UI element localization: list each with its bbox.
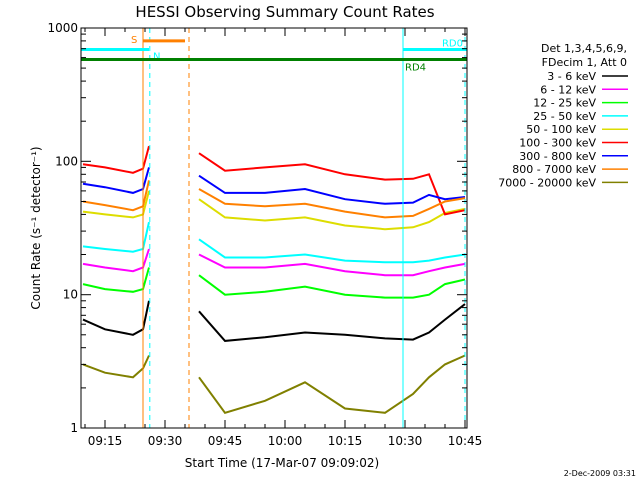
legend-label-9: 7000 - 20000 keV	[498, 176, 596, 189]
series-line-6-b	[198, 152, 466, 216]
y-tick-label-2: 10	[63, 288, 78, 302]
x-tick-label-1: 09:15	[88, 434, 123, 448]
x-tick-label-6: 10:30	[388, 434, 423, 448]
legend-label-5: 50 - 100 keV	[526, 123, 596, 136]
x-axis-ticks: 09:15 09:30 09:45 10:00 10:15 10:30 10:45	[84, 28, 483, 448]
legend-label-1: 3 - 6 keV	[547, 70, 596, 83]
y-axis-ticks: 1 10 100 1000	[47, 21, 467, 435]
y-tick-label-4: 1000	[47, 21, 78, 35]
series-line-4-a	[82, 221, 150, 253]
series-line-8-b	[198, 188, 466, 219]
x-tick-label-7: 10:45	[448, 434, 483, 448]
series-line-6-a	[82, 145, 150, 174]
x-tick-label-3: 09:45	[208, 434, 243, 448]
series-line-7-b	[198, 174, 466, 205]
legend-header-2: FDecim 1, Att 0	[542, 56, 627, 69]
flag-label-rd0: RD0	[442, 39, 463, 50]
legend-label-4: 25 - 50 keV	[533, 110, 596, 123]
series-line-2-a	[82, 248, 150, 273]
series-line-8-a	[82, 180, 150, 212]
series-line-4-b	[198, 238, 466, 264]
legend-label-7: 300 - 800 keV	[519, 150, 596, 163]
plot-frame	[80, 27, 468, 429]
chart-marks: S N RD0 RD4	[81, 28, 467, 428]
series-line-2-b	[198, 253, 466, 277]
series-line-5-a	[82, 190, 150, 219]
series-line-3-b	[198, 274, 466, 299]
legend-label-2: 6 - 12 keV	[540, 83, 596, 96]
y-tick-label-1: 1	[70, 421, 78, 435]
legend-label-3: 12 - 25 keV	[533, 97, 596, 110]
legend: Det 1,3,4,5,6,9,FDecim 1, Att 03 - 6 keV…	[498, 42, 628, 189]
y-tick-label-3: 100	[55, 154, 78, 168]
y-axis-label: Count Rate (s⁻¹ detector⁻¹)	[29, 146, 43, 309]
series-line-5-b	[198, 198, 466, 231]
x-axis-label: Start Time (17-Mar-07 09:09:02)	[185, 456, 379, 470]
x-tick-label-5: 10:15	[328, 434, 363, 448]
timestamp: 2-Dec-2009 03:31	[564, 469, 636, 478]
flag-label-s: S	[131, 35, 137, 46]
series-line-9-a	[82, 355, 150, 379]
series-line-1-a	[82, 300, 150, 336]
legend-label-8: 800 - 7000 keV	[512, 163, 596, 176]
legend-label-6: 100 - 300 keV	[519, 137, 596, 150]
flag-label-rd4: RD4	[405, 63, 426, 74]
flag-label-n: N	[153, 52, 160, 63]
x-tick-label-4: 10:00	[268, 434, 303, 448]
x-tick-label-2: 09:30	[148, 434, 183, 448]
series-line-3-a	[82, 267, 150, 293]
series-line-1-b	[198, 303, 466, 342]
series-line-7-a	[82, 167, 150, 194]
series-line-9-b	[198, 354, 466, 414]
chart-title: HESSI Observing Summary Count Rates	[135, 3, 434, 21]
legend-header-1: Det 1,3,4,5,6,9,	[541, 42, 627, 55]
